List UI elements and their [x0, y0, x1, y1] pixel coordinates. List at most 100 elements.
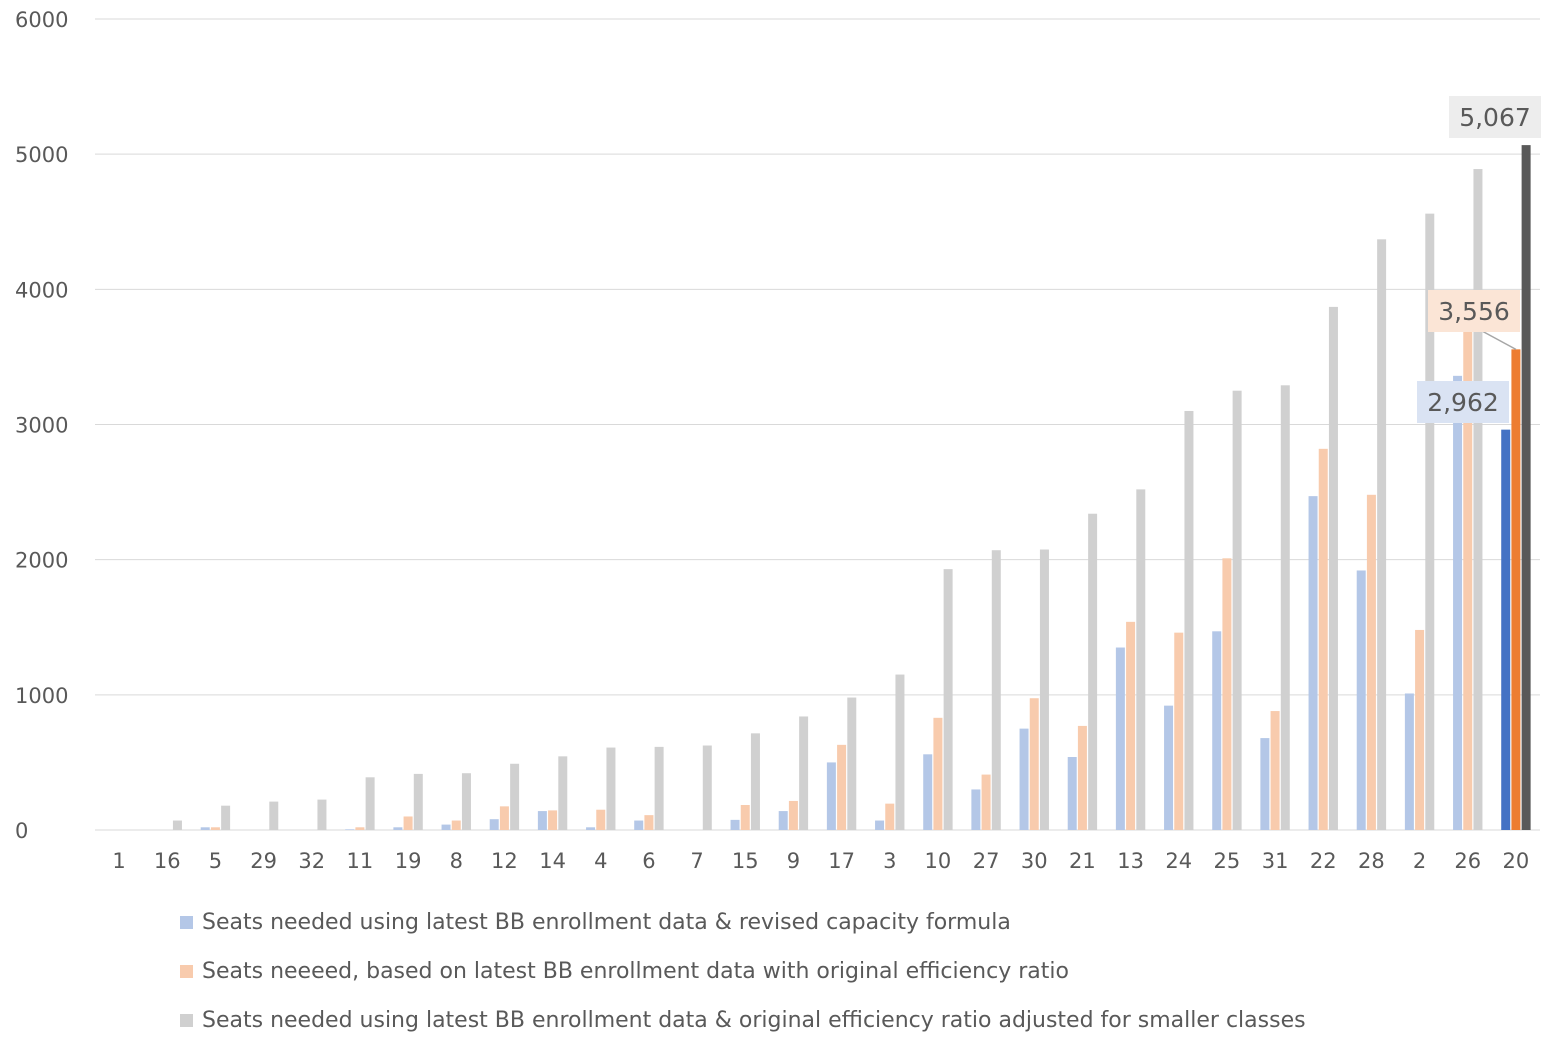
data-labels: 2,962 3,556 5,067 — [1417, 96, 1541, 423]
x-tick-label: 19 — [395, 849, 422, 873]
bar-series-1-cat-14 — [537, 811, 547, 830]
x-tick-label: 31 — [1262, 849, 1289, 873]
bar-series-3-cat-20 — [1521, 145, 1531, 831]
data-label-series-1: 2,962 — [1417, 381, 1509, 423]
data-label-text: 3,556 — [1438, 297, 1510, 326]
bar-series-2-cat-4 — [596, 809, 606, 830]
bar-series-3-cat-17 — [847, 697, 857, 830]
bar-series-1-cat-26 — [1453, 375, 1463, 830]
bar-series-3-cat-12 — [510, 763, 520, 830]
bar-series-2-cat-21 — [1077, 725, 1087, 830]
bar-series-3-cat-10 — [943, 569, 953, 830]
bar-series-3-cat-9 — [799, 716, 809, 830]
bar-series-2-cat-30 — [1029, 698, 1039, 830]
bar-series-2-cat-8 — [451, 820, 461, 830]
bar-series-3-cat-24 — [1184, 410, 1194, 830]
bar-series-2-cat-19 — [403, 816, 413, 830]
bar-series-2-cat-24 — [1174, 632, 1184, 830]
x-tick-label: 16 — [154, 849, 181, 873]
bar-series-1-cat-15 — [730, 819, 740, 830]
legend-label: Seats needed using latest BB enrollment … — [202, 910, 1011, 935]
x-tick-label: 11 — [347, 849, 374, 873]
legend-item-series-2: Seats neeeed, based on latest BB enrollm… — [180, 947, 1306, 996]
x-axis-tick-labels: 1 16 5 29 32 11 19 8 12 14 4 6 7 15 9 17 3 10 27 30 21 13 24 25… — [112, 849, 1529, 873]
bar-series-3-cat-14 — [558, 756, 568, 830]
bar-series-3-cat-4 — [606, 747, 616, 830]
x-tick-label: 8 — [450, 849, 463, 873]
bar-series-1-cat-21 — [1067, 757, 1077, 830]
bar-series-2-cat-31 — [1270, 711, 1280, 830]
bar-series-3-cat-2 — [1425, 213, 1435, 830]
y-tick-label: 1000 — [15, 684, 68, 708]
bar-series-1-cat-8 — [441, 824, 451, 830]
x-tick-label: 20 — [1503, 849, 1530, 873]
bar-series-2-cat-15 — [740, 804, 750, 830]
bar-series-2-cat-10 — [933, 717, 943, 830]
x-tick-label: 15 — [732, 849, 759, 873]
x-tick-label: 27 — [973, 849, 1000, 873]
x-tick-label: 3 — [883, 849, 896, 873]
bar-series-1-cat-12 — [489, 819, 499, 830]
x-tick-label: 30 — [1021, 849, 1048, 873]
bar-series-1-cat-6 — [634, 820, 644, 830]
bar-series-3-cat-28 — [1377, 239, 1387, 831]
bar-series-2-cat-12 — [499, 806, 509, 830]
bar-series-2-cat-22 — [1318, 448, 1328, 830]
data-label-series-3: 5,067 — [1449, 96, 1541, 138]
bar-series-2-cat-11 — [355, 827, 365, 830]
bar-series-1-cat-30 — [1019, 728, 1029, 830]
bar-series-1-cat-11 — [345, 829, 355, 830]
gridlines — [95, 18, 1540, 831]
bars — [172, 145, 1531, 831]
bar-series-1-cat-27 — [971, 789, 981, 830]
legend-label: Seats needed using latest BB enrollment … — [202, 1008, 1306, 1033]
bar-series-1-cat-28 — [1356, 570, 1366, 830]
legend-label: Seats neeeed, based on latest BB enrollm… — [202, 959, 1069, 984]
data-label-box — [1428, 290, 1520, 332]
bar-series-3-cat-3 — [895, 674, 905, 830]
x-tick-label: 21 — [1069, 849, 1096, 873]
data-label-text: 5,067 — [1459, 103, 1531, 132]
x-tick-label: 4 — [594, 849, 607, 873]
legend: Seats needed using latest BB enrollment … — [180, 898, 1306, 1045]
x-tick-label: 22 — [1310, 849, 1337, 873]
x-tick-label: 6 — [642, 849, 655, 873]
bar-series-2-cat-14 — [548, 810, 558, 830]
bar-series-1-cat-5 — [200, 827, 210, 830]
y-tick-label: 4000 — [15, 278, 68, 302]
legend-swatch — [180, 1014, 193, 1027]
bar-series-2-cat-13 — [1126, 621, 1136, 830]
bar-series-1-cat-2 — [1404, 693, 1414, 830]
bar-series-3-cat-26 — [1473, 169, 1483, 830]
bar-series-3-cat-25 — [1232, 390, 1242, 830]
bar-series-3-cat-6 — [654, 746, 664, 830]
bar-series-2-cat-25 — [1222, 558, 1232, 830]
bar-series-3-cat-11 — [365, 777, 375, 830]
y-tick-label: 0 — [15, 819, 28, 843]
data-label-box — [1449, 96, 1541, 138]
x-tick-label: 17 — [828, 849, 855, 873]
x-tick-label: 25 — [1214, 849, 1241, 873]
legend-item-series-3: Seats needed using latest BB enrollment … — [180, 996, 1306, 1045]
bar-series-1-cat-17 — [826, 762, 836, 830]
x-tick-label: 13 — [1117, 849, 1144, 873]
bar-series-3-cat-13 — [1136, 489, 1146, 830]
y-axis-tick-labels: 0 1000 2000 3000 4000 5000 6000 — [15, 8, 68, 843]
y-tick-label: 3000 — [15, 414, 68, 438]
bar-series-1-cat-31 — [1260, 738, 1270, 830]
bar-series-3-cat-19 — [413, 773, 423, 830]
bar-series-3-cat-22 — [1328, 306, 1338, 830]
bar-series-3-cat-27 — [991, 550, 1001, 830]
bar-series-3-cat-32 — [317, 799, 327, 830]
x-tick-label: 24 — [1165, 849, 1192, 873]
x-tick-label: 26 — [1454, 849, 1481, 873]
x-tick-label: 5 — [209, 849, 222, 873]
legend-swatch — [180, 916, 193, 929]
bar-series-2-cat-9 — [788, 800, 798, 830]
x-tick-label: 1 — [112, 849, 125, 873]
legend-item-series-1: Seats needed using latest BB enrollment … — [180, 898, 1306, 947]
bar-series-1-cat-10 — [923, 754, 933, 830]
bar-series-2-cat-27 — [981, 774, 991, 830]
bar-series-3-cat-16 — [172, 820, 182, 830]
bar-series-3-cat-15 — [750, 733, 760, 830]
